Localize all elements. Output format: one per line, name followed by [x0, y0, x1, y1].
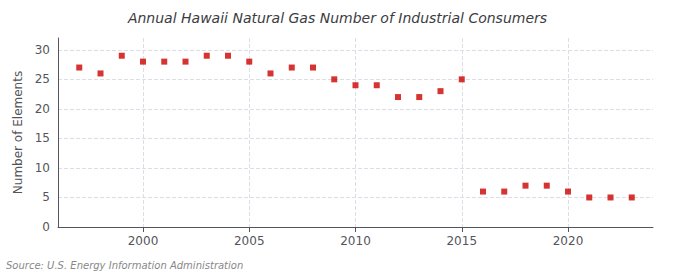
svg-text:2005: 2005: [234, 234, 265, 248]
svg-text:2015: 2015: [446, 234, 477, 248]
svg-text:30: 30: [35, 43, 50, 57]
svg-text:0: 0: [42, 220, 50, 234]
svg-text:5: 5: [42, 190, 50, 204]
svg-text:15: 15: [35, 131, 50, 145]
svg-text:20: 20: [35, 102, 50, 116]
svg-text:Source: U.S. Energy Informatio: Source: U.S. Energy Information Administ…: [6, 260, 243, 271]
svg-text:2010: 2010: [340, 234, 371, 248]
svg-text:10: 10: [35, 161, 50, 175]
svg-text:25: 25: [35, 72, 50, 86]
svg-text:Annual Hawaii Natural Gas Numb: Annual Hawaii Natural Gas Number of Indu…: [127, 10, 547, 26]
svg-text:2000: 2000: [128, 234, 159, 248]
svg-text:2020: 2020: [553, 234, 584, 248]
svg-text:Number of Elements: Number of Elements: [11, 71, 25, 194]
